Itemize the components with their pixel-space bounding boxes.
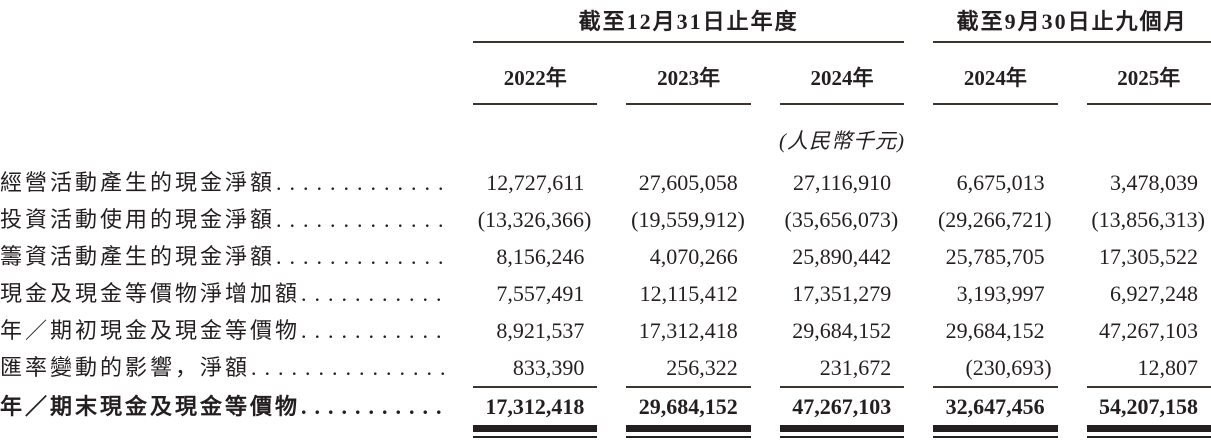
dot-leader: ........................................… <box>301 394 444 419</box>
cell-value: 17,312,418 <box>485 394 585 419</box>
cell-value: 29,684,152 <box>638 394 738 419</box>
row-label-text: 年／期末現金及現金等價物 <box>0 394 301 419</box>
double-rule <box>779 425 905 438</box>
double-rule <box>1086 425 1211 438</box>
row-label: 現金及現金等價物淨增加額............................… <box>0 275 444 312</box>
table-row: 年／期末現金及現金等價物............................… <box>0 389 1211 424</box>
total-double-rules <box>0 425 1211 438</box>
cell-value: 7,557,491 <box>496 281 585 306</box>
cell-value: 3,193,997 <box>956 281 1045 306</box>
table-row: 現金及現金等價物淨增加額............................… <box>0 275 1211 312</box>
cell-value: (35,656,073) <box>784 207 899 232</box>
cell-value: 32,647,456 <box>945 394 1045 419</box>
cell-value: 8,921,537 <box>496 318 585 343</box>
cell-value: 8,156,246 <box>496 244 585 269</box>
table-row: 投資活動使用的現金淨額.............................… <box>0 201 1211 238</box>
table-row: 籌資活動產生的現金淨額.............................… <box>0 238 1211 275</box>
row-label-text: 現金及現金等價物淨增加額 <box>0 281 301 306</box>
row-label-text: 經營活動產生的現金淨額 <box>0 170 276 195</box>
dot-leader: ........................................… <box>276 244 444 269</box>
cell-value: 256,322 <box>626 349 751 388</box>
cell-value: (230,693) <box>933 349 1058 388</box>
cell-value: 17,305,522 <box>1099 244 1198 269</box>
cell-value: 833,390 <box>473 349 598 388</box>
currency-unit-note-row: (人民幣千元) <box>0 127 1211 155</box>
cell-value: 17,312,418 <box>638 318 738 343</box>
cell-value: (13,326,366) <box>477 207 592 232</box>
row-label: 投資活動使用的現金淨額.............................… <box>0 201 444 238</box>
column-header-fy2022: 2022年 <box>473 63 598 105</box>
double-rule <box>933 425 1058 438</box>
row-label-text: 匯率變動的影響，淨額 <box>0 355 251 380</box>
dot-leader: ........................................… <box>276 170 444 195</box>
column-header-fy2023: 2023年 <box>626 63 751 105</box>
cell-value: 6,927,248 <box>1110 281 1198 306</box>
period-group-annual: 截至12月31日止年度 <box>473 8 905 43</box>
cell-value: 25,785,705 <box>945 244 1045 269</box>
cell-value: 17,351,279 <box>792 281 892 306</box>
row-label: 年／期初現金及現金等價物............................… <box>0 312 444 349</box>
table-header-years: 2022年 2023年 2024年 2024年 2025年 <box>0 63 1211 105</box>
dot-leader: ........................................… <box>251 355 444 380</box>
cell-value: 12,727,611 <box>486 170 585 195</box>
cell-value: (13,856,313) <box>1091 207 1205 232</box>
table-row: 年／期初現金及現金等價物............................… <box>0 312 1211 349</box>
cell-value: (29,266,721) <box>937 207 1052 232</box>
dot-leader: ........................................… <box>301 318 444 343</box>
double-rule <box>473 425 598 438</box>
cell-value: 47,267,103 <box>1099 318 1198 343</box>
column-header-9m2025: 2025年 <box>1086 63 1211 105</box>
column-header-fy2024: 2024年 <box>779 63 905 105</box>
row-label-text: 年／期初現金及現金等價物 <box>0 318 301 343</box>
dot-leader: ........................................… <box>301 281 444 306</box>
cell-value: 231,672 <box>779 349 905 388</box>
row-label: 匯率變動的影響，淨額..............................… <box>0 349 444 386</box>
cell-value: 3,478,039 <box>1110 170 1198 195</box>
row-label: 經營活動產生的現金淨額.............................… <box>0 164 444 201</box>
row-label: 籌資活動產生的現金淨額.............................… <box>0 238 444 275</box>
dot-leader: ........................................… <box>276 207 444 232</box>
cell-value: 12,115,412 <box>639 281 738 306</box>
cell-value: 29,684,152 <box>945 318 1045 343</box>
cell-value: 27,605,058 <box>638 170 738 195</box>
cell-value: 47,267,103 <box>792 394 892 419</box>
table-row: 經營活動產生的現金淨額.............................… <box>0 164 1211 201</box>
cell-value: 54,207,158 <box>1099 394 1198 419</box>
currency-unit-note: (人民幣千元) <box>779 129 905 153</box>
table-header-period-groups: 截至12月31日止年度 截至9月30日止九個月 <box>0 8 1211 43</box>
period-group-nine-months: 截至9月30日止九個月 <box>933 8 1211 43</box>
row-label-text: 投資活動使用的現金淨額 <box>0 207 276 232</box>
table-row: 匯率變動的影響，淨額..............................… <box>0 349 1211 388</box>
column-header-9m2024: 2024年 <box>933 63 1058 105</box>
cell-value: 12,807 <box>1086 349 1211 388</box>
cell-value: 27,116,910 <box>793 170 892 195</box>
double-rule <box>626 425 751 438</box>
cell-value: 29,684,152 <box>792 318 892 343</box>
row-label-text: 籌資活動產生的現金淨額 <box>0 244 276 269</box>
row-label: 年／期末現金及現金等價物............................… <box>0 389 444 424</box>
cell-value: (19,559,912) <box>631 207 745 232</box>
table-body: 經營活動產生的現金淨額.............................… <box>0 164 1211 424</box>
cell-value: 4,070,266 <box>649 244 738 269</box>
cell-value: 25,890,442 <box>792 244 892 269</box>
cell-value: 6,675,013 <box>956 170 1045 195</box>
